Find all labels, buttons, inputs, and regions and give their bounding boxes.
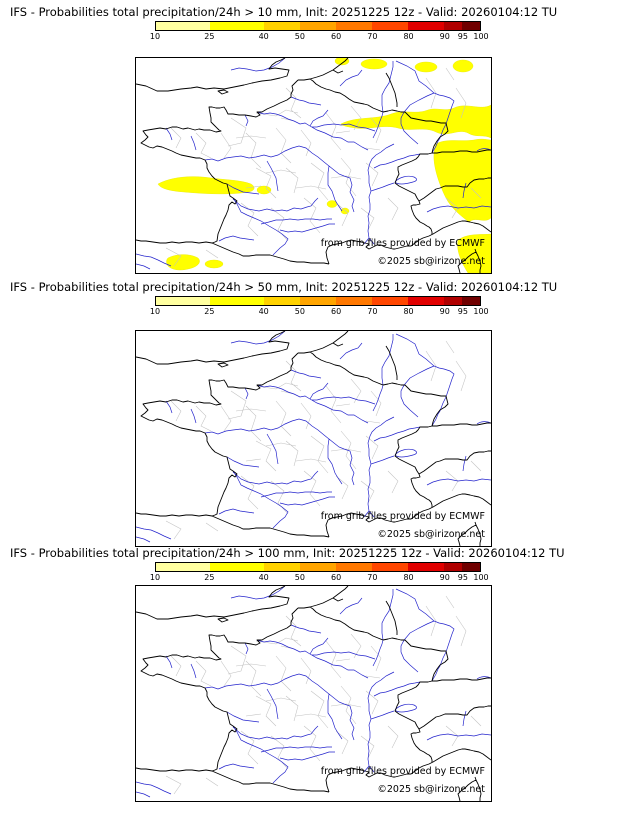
colorbar-segment <box>461 22 480 30</box>
colorbar-segment <box>156 22 210 30</box>
colorbar-ticks: 10 25 40 50 60 70 80 90 95 100 <box>150 31 489 42</box>
colorbar-segment <box>335 297 372 305</box>
colorbar-segment <box>299 563 336 571</box>
colorbar-tick-label: 90 <box>439 32 450 41</box>
colorbar-segment <box>371 22 408 30</box>
colorbar-tick-label: 95 <box>457 573 468 582</box>
colorbar-tick-label: 25 <box>204 32 215 41</box>
colorbar-segment <box>156 297 210 305</box>
colorbar-segment <box>371 297 408 305</box>
colorbar-tick-label: 80 <box>403 32 414 41</box>
colorbar-segment <box>264 297 300 305</box>
colorbar-tick-label: 90 <box>439 573 450 582</box>
colorbar-tick-label: 60 <box>331 307 342 316</box>
copyright-text: ©2025 sb@irizone.net <box>377 256 485 267</box>
copyright-text: ©2025 sb@irizone.net <box>377 529 485 540</box>
colorbar-tick-label: 100 <box>473 573 489 582</box>
probability-colorbar: 10 25 40 50 60 70 80 90 95 100 <box>150 562 489 584</box>
colorbar-tick-label: 100 <box>473 32 489 41</box>
panel-3-title: IFS - Probabilities total precipitation/… <box>10 546 565 560</box>
ecmwf-attribution: from grib files provided by ECMWF <box>320 766 485 777</box>
colorbar-tick-label: 25 <box>204 573 215 582</box>
colorbar-tick-label: 60 <box>331 573 342 582</box>
colorbar-tick-label: 80 <box>403 573 414 582</box>
ecmwf-attribution: from grib files provided by ECMWF <box>320 238 485 249</box>
copyright-text: ©2025 sb@irizone.net <box>377 784 485 795</box>
colorbar-gradient <box>155 296 481 306</box>
colorbar-tick-label: 70 <box>367 573 378 582</box>
colorbar-tick-label: 40 <box>258 307 269 316</box>
colorbar-segment <box>156 563 210 571</box>
colorbar-segment <box>299 297 336 305</box>
colorbar-segment <box>335 22 372 30</box>
colorbar-segment <box>443 22 462 30</box>
colorbar-tick-label: 50 <box>294 32 305 41</box>
colorbar-segment <box>299 22 336 30</box>
colorbar-segment <box>443 563 462 571</box>
colorbar-tick-label: 60 <box>331 32 342 41</box>
colorbar-tick-label: 80 <box>403 307 414 316</box>
colorbar-gradient <box>155 562 481 572</box>
colorbar-tick-label: 50 <box>294 573 305 582</box>
colorbar-tick-label: 50 <box>294 307 305 316</box>
colorbar-segment <box>210 563 264 571</box>
colorbar-segment <box>407 22 444 30</box>
panel-2-title: IFS - Probabilities total precipitation/… <box>10 280 558 294</box>
map-panel-1: from grib files provided by ECMWF ©2025 … <box>135 57 492 274</box>
colorbar-segment <box>407 563 444 571</box>
colorbar-segment <box>264 563 300 571</box>
colorbar-ticks: 10 25 40 50 60 70 80 90 95 100 <box>150 306 489 317</box>
map-panel-2: from grib files provided by ECMWF ©2025 … <box>135 330 492 547</box>
colorbar-tick-label: 70 <box>367 32 378 41</box>
colorbar-tick-label: 95 <box>457 32 468 41</box>
colorbar-segment <box>371 563 408 571</box>
colorbar-tick-label: 40 <box>258 573 269 582</box>
colorbar-segment <box>210 297 264 305</box>
colorbar-segment <box>407 297 444 305</box>
colorbar-tick-label: 25 <box>204 307 215 316</box>
colorbar-tick-label: 10 <box>149 307 161 316</box>
colorbar-tick-label: 70 <box>367 307 378 316</box>
colorbar-gradient <box>155 21 481 31</box>
panel-1-title: IFS - Probabilities total precipitation/… <box>10 5 558 19</box>
colorbar-segment <box>461 563 480 571</box>
colorbar-ticks: 10 25 40 50 60 70 80 90 95 100 <box>150 572 489 583</box>
colorbar-segment <box>461 297 480 305</box>
probability-colorbar: 10 25 40 50 60 70 80 90 95 100 <box>150 21 489 43</box>
colorbar-segment <box>264 22 300 30</box>
colorbar-tick-label: 10 <box>149 573 161 582</box>
colorbar-tick-label: 40 <box>258 32 269 41</box>
map-panel-3: from grib files provided by ECMWF ©2025 … <box>135 585 492 802</box>
colorbar-segment <box>335 563 372 571</box>
colorbar-segment <box>210 22 264 30</box>
colorbar-tick-label: 10 <box>149 32 161 41</box>
colorbar-tick-label: 90 <box>439 307 450 316</box>
colorbar-tick-label: 100 <box>473 307 489 316</box>
ecmwf-attribution: from grib files provided by ECMWF <box>320 511 485 522</box>
probability-colorbar: 10 25 40 50 60 70 80 90 95 100 <box>150 296 489 318</box>
colorbar-tick-label: 95 <box>457 307 468 316</box>
colorbar-segment <box>443 297 462 305</box>
